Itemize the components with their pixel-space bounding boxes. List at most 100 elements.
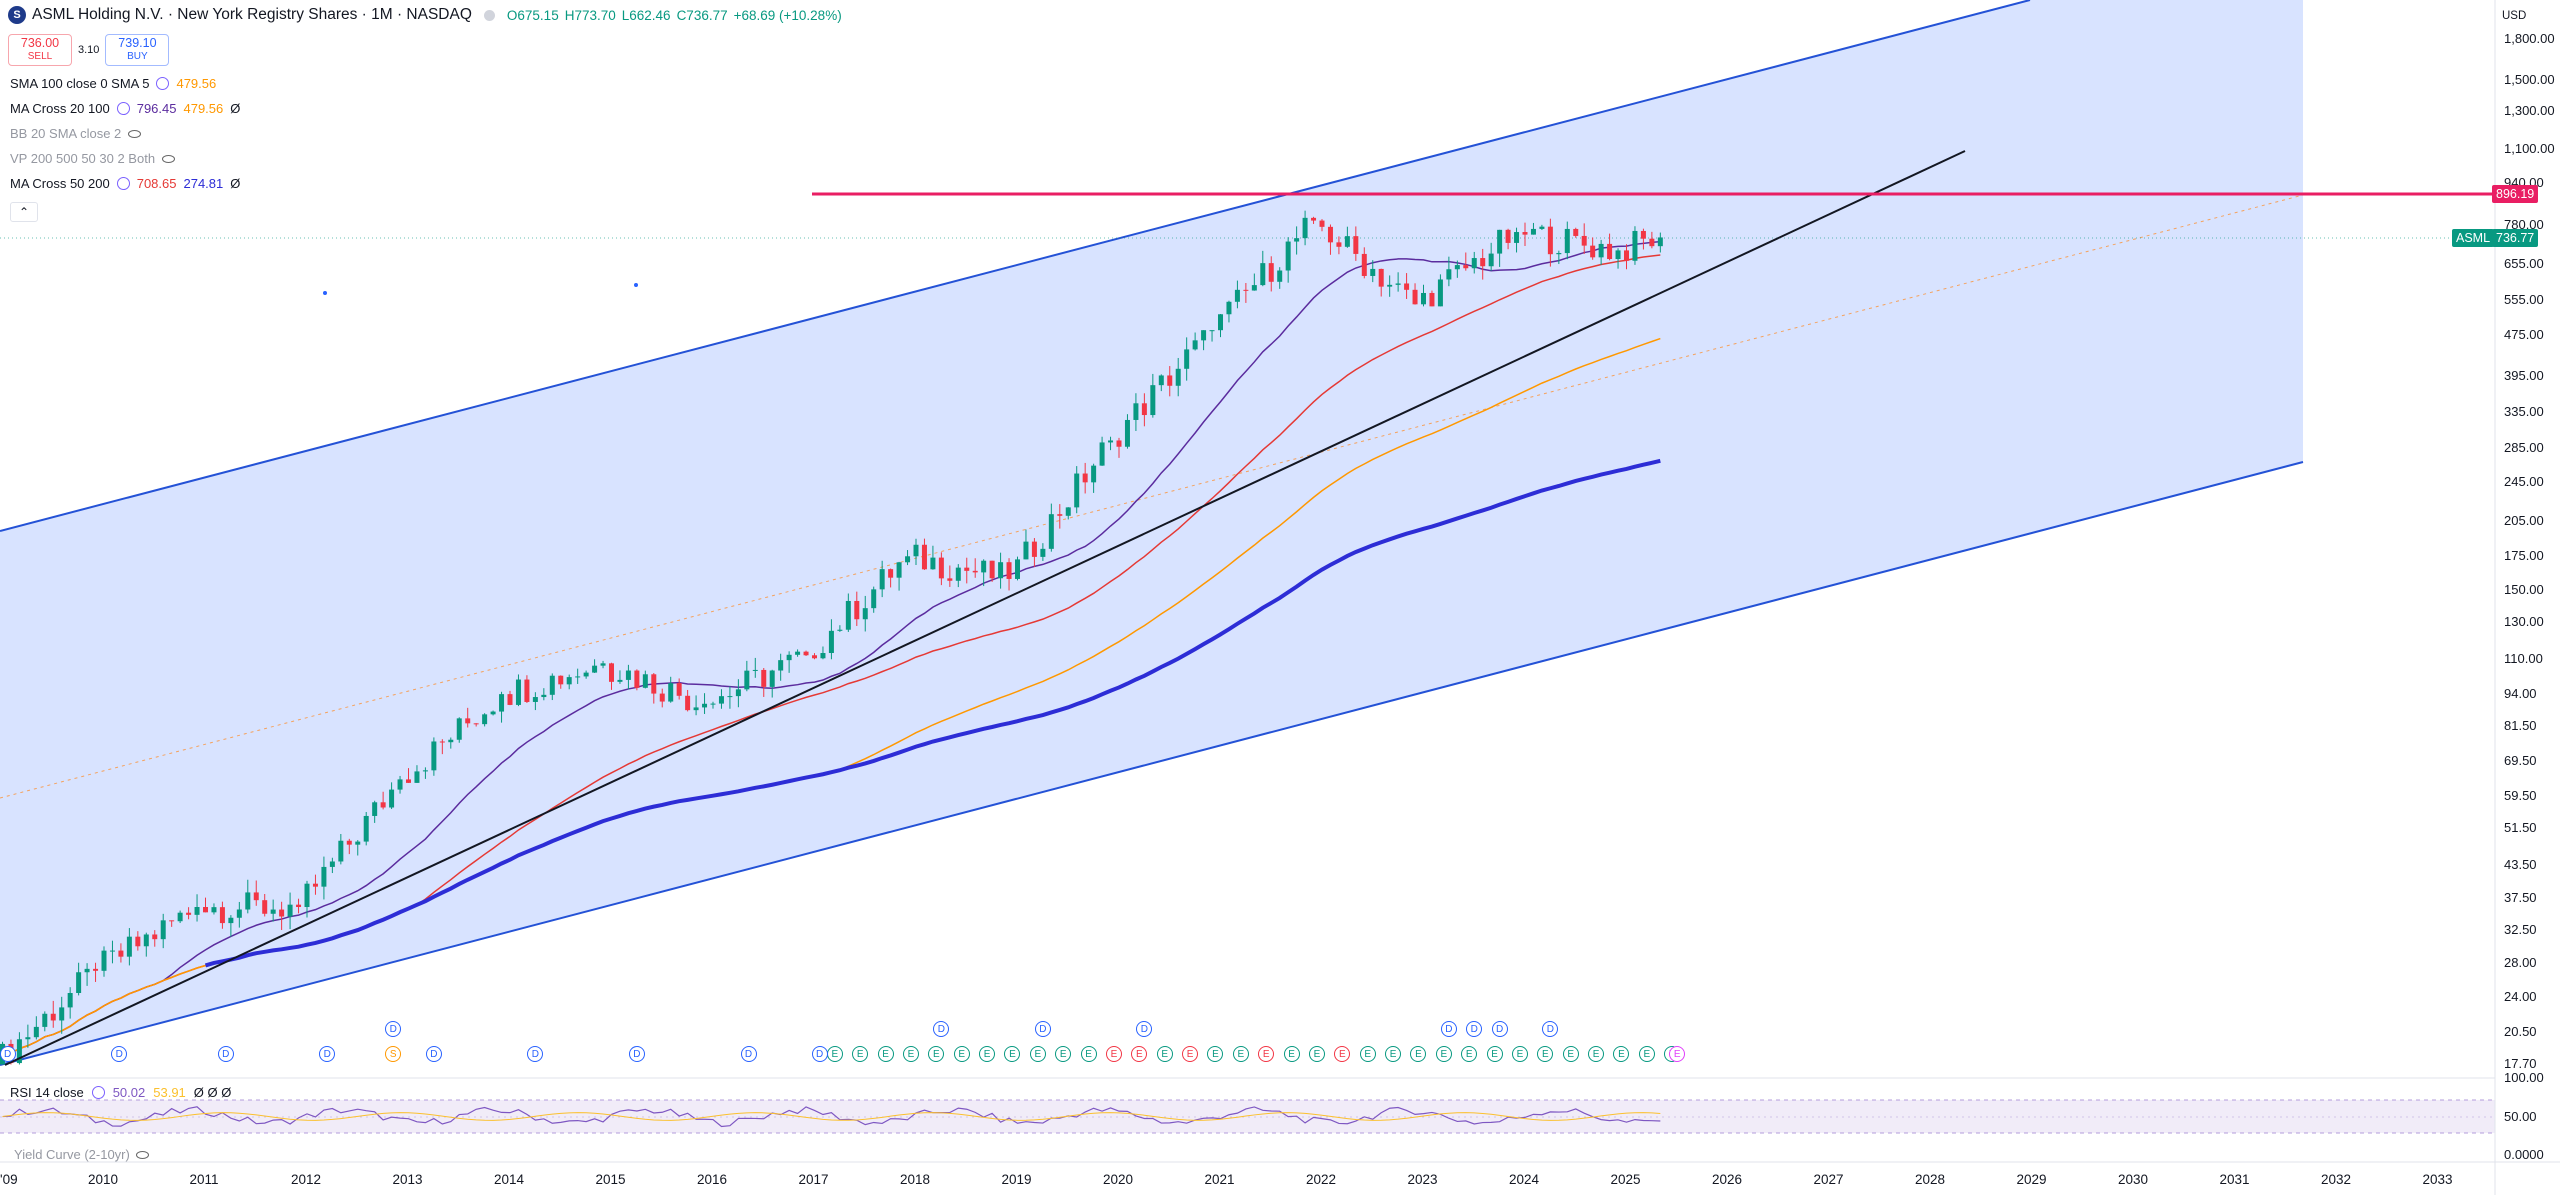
candle-body[interactable] [820, 653, 826, 659]
candle-body[interactable] [921, 544, 927, 570]
candle-body[interactable] [786, 654, 792, 661]
candle-body[interactable] [1539, 226, 1545, 229]
earnings-marker-icon[interactable]: E [1435, 1046, 1452, 1062]
earnings-marker-icon[interactable]: E [877, 1046, 894, 1062]
candle-body[interactable] [1268, 263, 1274, 282]
dividend-marker-icon[interactable]: D [425, 1046, 442, 1062]
candle-body[interactable] [228, 917, 234, 924]
candle-body[interactable] [329, 861, 335, 867]
candle-body[interactable] [1547, 226, 1553, 255]
candle-body[interactable] [1006, 562, 1012, 579]
candle-body[interactable] [1319, 220, 1325, 227]
earnings-marker-icon[interactable]: E [1029, 1046, 1046, 1062]
candle-body[interactable] [1514, 232, 1520, 243]
candle-body[interactable] [414, 771, 420, 783]
candle-body[interactable] [355, 841, 361, 845]
candle-body[interactable] [1167, 375, 1173, 386]
candle-body[interactable] [651, 674, 657, 694]
candle-body[interactable] [1404, 283, 1410, 290]
buy-button[interactable]: 739.10 BUY [105, 34, 170, 66]
candle-body[interactable] [981, 560, 987, 573]
candle-body[interactable] [321, 866, 327, 887]
candle-body[interactable] [1302, 217, 1308, 239]
earnings-marker-icon[interactable]: E [1207, 1046, 1224, 1062]
candle-body[interactable] [169, 920, 175, 922]
candle-body[interactable] [1040, 548, 1046, 557]
candle-body[interactable] [1082, 473, 1088, 483]
candle-body[interactable] [1294, 238, 1300, 242]
candle-body[interactable] [1015, 559, 1020, 579]
candle-body[interactable] [1522, 232, 1528, 235]
earnings-marker-icon[interactable]: E [1385, 1046, 1402, 1062]
dividend-marker-icon[interactable]: D [1136, 1021, 1153, 1037]
yield-curve-legend[interactable]: Yield Curve (2-10yr) [14, 1147, 149, 1162]
candle-body[interactable] [761, 669, 767, 687]
candle-body[interactable] [575, 676, 581, 678]
candle-body[interactable] [795, 651, 801, 655]
candle-body[interactable] [1327, 226, 1333, 243]
earnings-marker-icon[interactable]: E [1131, 1046, 1148, 1062]
candle-body[interactable] [16, 1039, 22, 1064]
candle-body[interactable] [1336, 242, 1342, 247]
candle-body[interactable] [380, 802, 386, 808]
earnings-marker-icon[interactable]: E [1258, 1046, 1275, 1062]
hidden-eye-icon[interactable] [128, 129, 142, 138]
candle-body[interactable] [1260, 263, 1266, 286]
earnings-marker-icon[interactable]: E [1156, 1046, 1173, 1062]
candle-body[interactable] [685, 695, 691, 711]
dividend-marker-icon[interactable]: D [811, 1046, 828, 1062]
candle-body[interactable] [372, 802, 378, 816]
candle-body[interactable] [1624, 250, 1629, 261]
candle-body[interactable] [194, 907, 200, 915]
candle-body[interactable] [524, 679, 530, 702]
market-status-icon[interactable] [483, 9, 495, 21]
dividend-marker-icon[interactable]: D [1466, 1021, 1483, 1037]
candle-body[interactable] [964, 567, 970, 571]
earnings-marker-icon[interactable]: E [1182, 1046, 1199, 1062]
candle-body[interactable] [1471, 258, 1477, 269]
candle-body[interactable] [905, 556, 911, 563]
candle-body[interactable] [126, 936, 132, 957]
candle-body[interactable] [262, 900, 268, 914]
earnings-marker-icon[interactable]: E [1461, 1046, 1478, 1062]
candle-body[interactable] [1556, 253, 1562, 255]
sell-button[interactable]: 736.00 SELL [8, 34, 72, 66]
dividend-marker-icon[interactable]: D [111, 1046, 128, 1062]
candle-body[interactable] [642, 674, 648, 688]
candle-body[interactable] [592, 665, 598, 673]
candle-body[interactable] [879, 569, 885, 590]
candle-body[interactable] [1251, 285, 1257, 291]
candle-body[interactable] [778, 660, 784, 671]
candle-body[interactable] [482, 714, 488, 725]
candle-body[interactable] [549, 675, 555, 695]
candle-body[interactable] [1091, 465, 1097, 483]
earnings-marker-icon[interactable]: E [1055, 1046, 1072, 1062]
candle-body[interactable] [59, 1007, 65, 1021]
hidden-eye-icon[interactable] [162, 154, 176, 163]
candle-body[interactable] [1099, 442, 1105, 466]
earnings-marker-icon[interactable]: E [1613, 1046, 1630, 1062]
candle-body[interactable] [211, 907, 217, 913]
candle-body[interactable] [837, 629, 843, 631]
candle-body[interactable] [1311, 217, 1317, 221]
candle-body[interactable] [515, 679, 521, 705]
candle-body[interactable] [769, 670, 775, 687]
earnings-marker-icon[interactable]: E [1004, 1046, 1021, 1062]
candle-body[interactable] [152, 934, 158, 940]
indicator-settings-icon[interactable] [91, 1086, 105, 1099]
candle-body[interactable] [1454, 265, 1460, 270]
candle-body[interactable] [1023, 541, 1029, 560]
candle-body[interactable] [947, 578, 953, 581]
candle-body[interactable] [245, 892, 251, 910]
indicator-bb[interactable]: BB 20 SMA close 2 [10, 126, 142, 141]
candle-body[interactable] [1649, 238, 1655, 247]
candle-body[interactable] [541, 694, 547, 698]
candle-body[interactable] [1226, 301, 1232, 315]
candle-body[interactable] [1387, 284, 1393, 287]
candle-body[interactable] [279, 909, 285, 917]
candle-body[interactable] [955, 567, 961, 581]
candle-body[interactable] [854, 600, 860, 620]
earnings-marker-icon[interactable]: E [902, 1046, 919, 1062]
candle-body[interactable] [1361, 253, 1367, 276]
candle-body[interactable] [389, 789, 395, 808]
